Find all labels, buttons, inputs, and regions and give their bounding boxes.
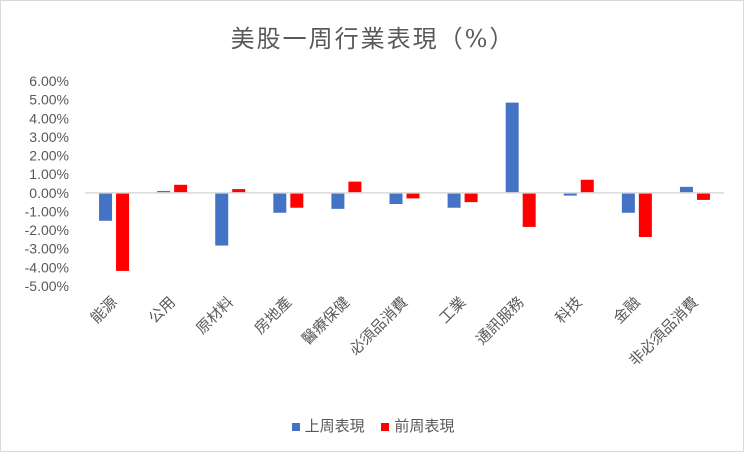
legend-swatch xyxy=(381,423,390,431)
y-tick-label: 3.00% xyxy=(29,129,69,145)
y-tick-label: 0.00% xyxy=(29,185,69,201)
bar-1 xyxy=(447,192,461,208)
x-tick-label: 公用 xyxy=(145,293,179,327)
x-tick-label: 房地產 xyxy=(251,293,296,338)
y-tick-label: 6.00% xyxy=(29,73,69,89)
bar-2 xyxy=(522,192,536,227)
x-tick-label: 金融 xyxy=(610,293,644,327)
y-tick-label: -5.00% xyxy=(25,278,69,294)
bar-2 xyxy=(580,179,594,193)
y-tick-label: 5.00% xyxy=(29,92,69,108)
x-tick-label: 必須品消費 xyxy=(346,293,412,359)
bar-2 xyxy=(348,181,362,193)
bar-2 xyxy=(464,192,478,203)
y-tick-label: -3.00% xyxy=(25,241,69,257)
y-tick-label: -4.00% xyxy=(25,259,69,275)
legend-item-series-1: 上周表現 xyxy=(291,415,365,436)
chart-title: 美股一周行業表現（%） xyxy=(230,25,516,53)
bar-1 xyxy=(331,192,345,209)
x-tick-label: 通訊服務 xyxy=(472,293,527,348)
x-tick-label: 原材料 xyxy=(192,293,237,338)
x-tick-label: 工業 xyxy=(435,293,469,327)
bar-1 xyxy=(621,192,635,213)
y-tick-label: -2.00% xyxy=(25,222,69,238)
legend-swatch xyxy=(291,423,300,431)
bar-2 xyxy=(174,184,188,193)
bar-2 xyxy=(290,192,304,208)
y-tick-label: 2.00% xyxy=(29,148,69,164)
x-tick-label: 能源 xyxy=(87,293,121,327)
bar-2 xyxy=(696,192,710,200)
bar-1 xyxy=(273,192,287,213)
y-tick-label: -1.00% xyxy=(25,203,69,219)
y-tick-label: 1.00% xyxy=(29,166,69,182)
bar-2 xyxy=(232,189,246,193)
bar-1 xyxy=(389,192,403,204)
legend-item-series-2: 前周表現 xyxy=(381,415,454,436)
bar-2 xyxy=(406,192,420,199)
legend-label: 上周表現 xyxy=(304,417,365,435)
x-tick-label: 醫療保健 xyxy=(298,293,353,348)
bar-1 xyxy=(505,102,519,193)
bar-1 xyxy=(679,186,693,193)
bar-1 xyxy=(215,192,229,246)
bar-1 xyxy=(157,190,171,193)
bar-1 xyxy=(99,192,113,221)
y-tick-label: 4.00% xyxy=(29,110,69,126)
bar-2 xyxy=(116,192,130,271)
bar-1 xyxy=(563,192,577,196)
legend-label: 前周表現 xyxy=(394,417,455,435)
x-tick-label: 科技 xyxy=(552,293,586,327)
bar-2 xyxy=(638,192,652,237)
legend: 上周表現 前周表現 xyxy=(1,415,744,436)
